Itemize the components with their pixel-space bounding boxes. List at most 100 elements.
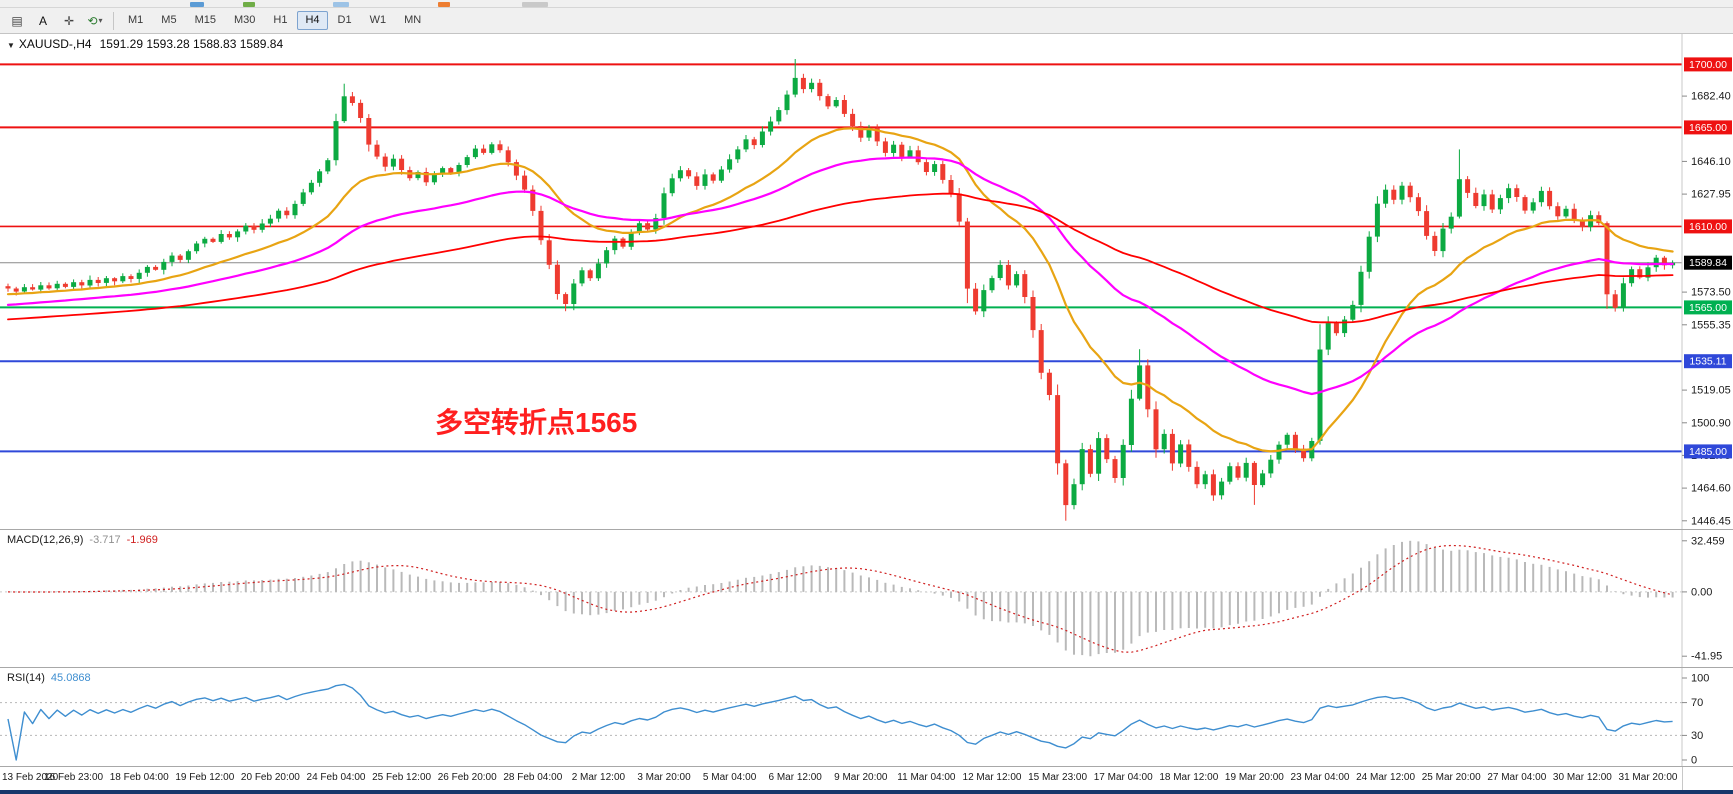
ohlc-values: 1591.29 1593.28 1588.83 1589.84 [99, 37, 284, 51]
clipped-toolbar-icon [333, 2, 349, 7]
time-axis-label: 23 Mar 04:00 [1290, 772, 1350, 783]
macd-signal-value: -1.969 [126, 534, 158, 546]
collapse-arrow-icon[interactable]: ▼ [7, 41, 15, 50]
time-axis-label: 19 Mar 20:00 [1224, 772, 1284, 783]
rsi-line [7, 683, 1673, 761]
axis-corner-divider [1682, 767, 1683, 790]
svg-text:1573.50: 1573.50 [1691, 287, 1731, 299]
time-axis-label: 12 Mar 12:00 [962, 772, 1022, 783]
clipped-toolbar-icon [438, 2, 450, 7]
time-axis-label: 20 Feb 20:00 [240, 772, 300, 783]
auto-trading-icon[interactable]: ⟲ ▾ [87, 13, 103, 28]
moving-average-line-1 [6, 156, 1674, 396]
time-axis-label: 18 Mar 12:00 [1159, 772, 1219, 783]
time-axis-label: 30 Mar 12:00 [1552, 772, 1612, 783]
text-annotation-icon[interactable]: A [38, 13, 47, 28]
time-axis-label: 18 Feb 04:00 [109, 772, 169, 783]
svg-text:1610.00: 1610.00 [1689, 221, 1727, 233]
symbol-period-label: XAUUSD-,H4 [18, 37, 92, 51]
time-axis-label: 25 Feb 12:00 [372, 772, 432, 783]
horizontal-level-lines[interactable] [0, 63, 1682, 453]
macd-axis[interactable]: 32.459 0.00 -41.95 [1681, 530, 1725, 667]
timeframe-button-m5[interactable]: M5 [161, 14, 177, 26]
timeframe-toolbar: ▤ A ✛ ⟲ ▾ M1 M5 M15 M30 H1 H4 D1 W1 MN [0, 8, 1733, 34]
time-axis-label: 3 Mar 20:00 [637, 772, 691, 783]
moving-average-line-2 [7, 192, 1674, 324]
svg-text:32.459: 32.459 [1691, 535, 1725, 547]
clipped-toolbar-icon [243, 2, 255, 7]
time-axis-label: 15 Mar 23:00 [1028, 772, 1088, 783]
time-axis-label: 6 Mar 12:00 [768, 772, 822, 783]
rsi-panel-canvas[interactable]: 100 70 30 0 [0, 668, 1733, 766]
rsi-current-value: 45.0868 [50, 672, 91, 684]
time-axis[interactable]: 13 Feb 2020 16 Feb 23:00 18 Feb 04:00 19 Fe… [0, 767, 1733, 790]
rsi-indicator-label: RSI(14) 45.0868 [7, 672, 91, 684]
svg-text:30: 30 [1691, 730, 1703, 742]
macd-histogram [15, 540, 1674, 657]
svg-text:1700.00: 1700.00 [1689, 59, 1727, 71]
svg-text:1485.00: 1485.00 [1689, 446, 1727, 458]
time-axis-label: 24 Mar 12:00 [1356, 772, 1416, 783]
candlesticks [5, 59, 1676, 521]
svg-text:70: 70 [1691, 697, 1703, 709]
svg-text:1500.90: 1500.90 [1691, 417, 1731, 429]
time-axis-label: 2 Mar 12:00 [571, 772, 626, 783]
macd-name: MACD(12,26,9) [7, 534, 84, 546]
time-axis-label: 26 Feb 20:00 [437, 772, 497, 783]
toolbar-clipped-row [0, 0, 1733, 8]
chart-header: ▼ XAUUSD-,H4 1591.29 1593.28 1588.83 1589.… [7, 37, 283, 51]
svg-text:1646.10: 1646.10 [1691, 156, 1731, 168]
taskbar-edge [0, 790, 1733, 794]
time-axis-label: 11 Mar 04:00 [897, 772, 956, 783]
price-axis[interactable]: 1682.40 1646.10 1627.95 1573.50 1555.35 1519.… [1681, 34, 1732, 529]
time-axis-label: 13 Feb 2020 [2, 772, 59, 783]
time-axis-label: 5 Mar 04:00 [702, 772, 757, 783]
macd-main-value: -3.717 [89, 534, 121, 546]
chart-text-annotation[interactable]: 多空转折点1565 [435, 406, 637, 438]
timeframe-button-h4[interactable]: H4 [297, 11, 328, 30]
chart-properties-icon[interactable]: ▤ [11, 13, 23, 28]
panel-separator[interactable] [0, 529, 1733, 530]
macd-signal-line [7, 544, 1673, 653]
time-axis-label: 25 Mar 20:00 [1421, 772, 1481, 783]
svg-text:100: 100 [1691, 673, 1709, 685]
timeframe-button-mn[interactable]: MN [404, 14, 422, 26]
svg-text:1682.40: 1682.40 [1691, 91, 1731, 103]
toolbar-divider [113, 11, 114, 30]
svg-text:1665.00: 1665.00 [1689, 122, 1727, 134]
macd-panel-canvas[interactable]: 32.459 0.00 -41.95 [0, 530, 1733, 667]
timeframe-button-d1[interactable]: D1 [337, 14, 352, 26]
svg-text:-41.95: -41.95 [1691, 651, 1722, 663]
moving-average-line-0 [6, 127, 1674, 453]
crosshair-icon[interactable]: ✛ [63, 13, 75, 28]
timeframe-button-m1[interactable]: M1 [128, 14, 144, 26]
svg-text:1555.35: 1555.35 [1691, 319, 1731, 331]
time-axis-label: 9 Mar 20:00 [834, 772, 888, 783]
svg-text:1446.45: 1446.45 [1691, 515, 1731, 527]
svg-text:1535.11: 1535.11 [1689, 356, 1726, 368]
time-axis-label: 19 Feb 12:00 [175, 772, 235, 783]
time-axis-label: 28 Feb 04:00 [503, 772, 563, 783]
timeframe-button-h1[interactable]: H1 [273, 14, 288, 26]
clipped-toolbar-icon [190, 2, 204, 7]
time-axis-label: 31 Mar 20:00 [1618, 772, 1678, 783]
svg-text:1519.05: 1519.05 [1691, 385, 1731, 397]
timeframe-button-w1[interactable]: W1 [369, 14, 387, 26]
time-axis-label: 24 Feb 04:00 [306, 772, 366, 783]
time-axis-label: 16 Feb 23:00 [44, 772, 104, 783]
svg-text:1627.95: 1627.95 [1691, 189, 1731, 201]
svg-text:0: 0 [1691, 755, 1697, 767]
rsi-name: RSI(14) [7, 672, 45, 684]
rsi-axis[interactable]: 100 70 30 0 [1681, 668, 1709, 767]
time-axis-label: 17 Mar 04:00 [1093, 772, 1153, 783]
panel-separator [0, 766, 1733, 767]
time-axis-label: 27 Mar 04:00 [1487, 772, 1547, 783]
panel-separator[interactable] [0, 667, 1733, 668]
timeframe-button-m15[interactable]: M15 [194, 14, 216, 26]
price-chart-canvas[interactable]: 1682.40 1646.10 1627.95 1573.50 1555.35 1519.… [0, 34, 1733, 529]
timeframe-button-m30[interactable]: M30 [233, 14, 256, 26]
svg-text:1565.00: 1565.00 [1689, 302, 1727, 314]
macd-indicator-label: MACD(12,26,9) -3.717 -1.969 [7, 534, 158, 546]
svg-text:1464.60: 1464.60 [1691, 483, 1731, 495]
